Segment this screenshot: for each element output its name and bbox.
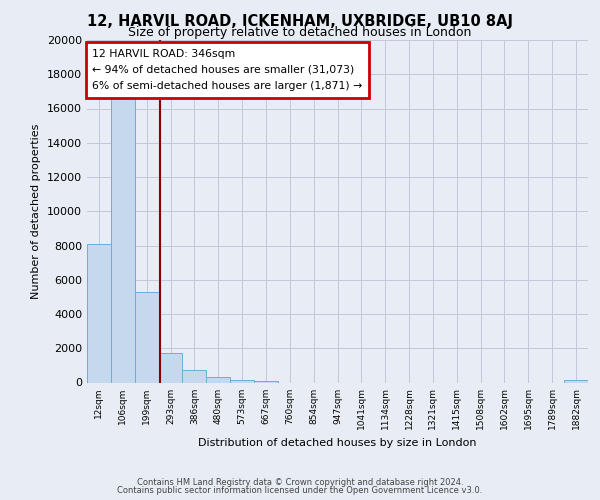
Bar — [230, 380, 254, 382]
Text: Contains HM Land Registry data © Crown copyright and database right 2024.: Contains HM Land Registry data © Crown c… — [137, 478, 463, 487]
Bar — [564, 380, 588, 382]
Bar — [206, 378, 230, 382]
Text: Contains public sector information licensed under the Open Government Licence v3: Contains public sector information licen… — [118, 486, 482, 495]
Bar — [182, 370, 206, 382]
Bar — [111, 98, 135, 382]
Text: Size of property relative to detached houses in London: Size of property relative to detached ho… — [128, 26, 472, 39]
Bar — [158, 352, 182, 382]
Bar — [254, 381, 278, 382]
X-axis label: Distribution of detached houses by size in London: Distribution of detached houses by size … — [198, 438, 477, 448]
Y-axis label: Number of detached properties: Number of detached properties — [31, 124, 41, 299]
Text: 12 HARVIL ROAD: 346sqm
← 94% of detached houses are smaller (31,073)
6% of semi-: 12 HARVIL ROAD: 346sqm ← 94% of detached… — [92, 48, 362, 92]
Text: 12, HARVIL ROAD, ICKENHAM, UXBRIDGE, UB10 8AJ: 12, HARVIL ROAD, ICKENHAM, UXBRIDGE, UB1… — [87, 14, 513, 29]
Bar — [87, 244, 111, 382]
Bar — [135, 292, 158, 382]
